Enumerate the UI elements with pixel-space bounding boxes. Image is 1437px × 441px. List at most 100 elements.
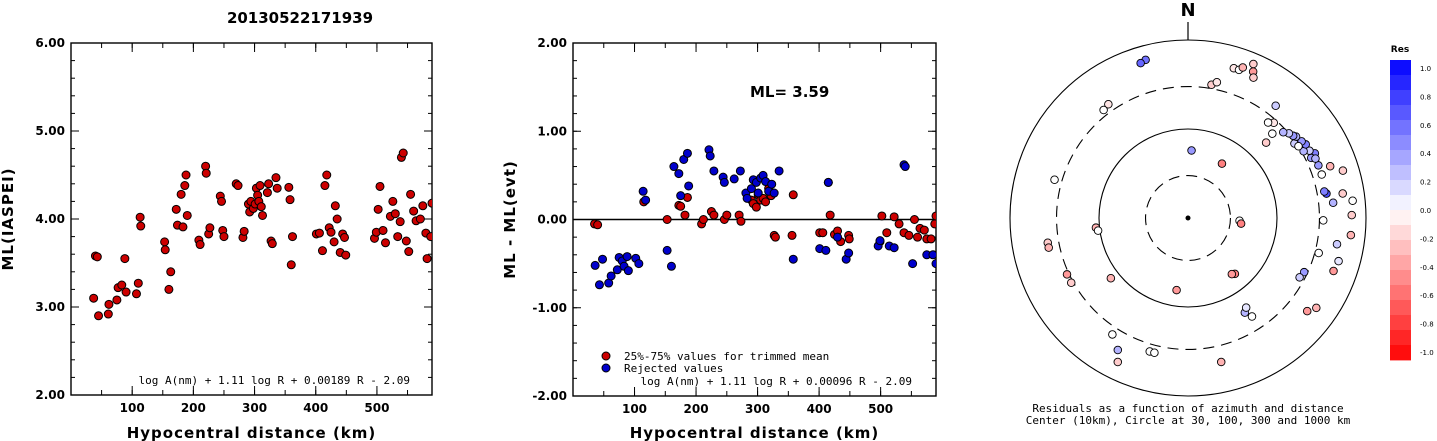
colorbar-swatch	[1390, 75, 1411, 91]
kept-point	[262, 188, 272, 198]
station-residual-point	[1294, 142, 1303, 151]
kept-point	[164, 284, 174, 294]
kept-point	[264, 179, 274, 189]
kept-point	[176, 189, 186, 199]
station-residual-point	[1227, 269, 1237, 279]
station-residual-point	[1268, 129, 1277, 138]
kept-point	[390, 209, 400, 219]
station-residual-point	[1328, 198, 1338, 207]
colorbar-swatch	[1390, 90, 1411, 106]
colorbar-tick-label: 0.0	[1420, 207, 1431, 215]
kept-point	[287, 232, 297, 242]
polar-caption-line1: Residuals as a function of azimuth and d…	[1032, 402, 1343, 415]
kept-point	[284, 182, 294, 192]
colorbar-tick-label: 0.6	[1420, 122, 1432, 130]
colorbar-tick-label: 1.0	[1420, 65, 1431, 73]
kept-point	[239, 226, 249, 236]
kept-point	[89, 293, 99, 303]
station-residual-point	[1099, 105, 1108, 115]
colorbar-swatch	[1390, 225, 1411, 241]
kept-point	[320, 181, 330, 191]
colorbar-swatch	[1390, 255, 1411, 271]
y-axis-label: ML(IASPEI)	[0, 167, 17, 270]
station-residual-point	[1136, 58, 1145, 68]
kept-point	[272, 183, 282, 193]
rejected-point	[641, 195, 651, 205]
kept-point	[195, 240, 205, 250]
rejected-point	[746, 184, 756, 194]
kept-point	[422, 254, 432, 264]
station-residual-point	[1334, 256, 1343, 266]
y-tick-label: 4.00	[35, 212, 65, 226]
kept-point	[593, 220, 603, 230]
rejected-point	[821, 245, 831, 255]
station-residual-point	[1348, 196, 1357, 205]
station-residual-point	[1312, 303, 1321, 313]
station-residual-point	[1317, 170, 1326, 179]
x-tick-label: 500	[868, 402, 893, 416]
kept-point	[329, 237, 339, 247]
rejected-point	[875, 236, 885, 246]
rejected-point	[669, 162, 679, 172]
kept-point	[736, 216, 746, 226]
legend-rejected-label: Rejected values	[624, 362, 723, 375]
x-tick-label: 100	[120, 401, 145, 415]
kept-point	[94, 311, 104, 321]
station-residual-point	[1062, 270, 1072, 279]
x-tick-label: 200	[684, 402, 709, 416]
station-residual-point	[1108, 330, 1117, 339]
colorbar-swatch	[1390, 195, 1411, 211]
station-residual-point	[1249, 73, 1258, 82]
kept-point	[894, 219, 904, 229]
kept-point	[844, 234, 854, 244]
kept-point	[818, 228, 828, 238]
rejected-point	[931, 259, 936, 269]
rejected-point	[676, 191, 686, 201]
formula-text: log A(nm) + 1.11 log R + 0.00189 R - 2.0…	[138, 374, 410, 387]
kept-point	[181, 170, 191, 180]
kept-point	[882, 228, 892, 238]
kept-point	[913, 232, 923, 242]
ml-annotation: ML= 3.59	[750, 83, 829, 101]
station-residual-point	[1278, 127, 1288, 137]
north-label: N	[1180, 0, 1195, 21]
station-residual-point	[1320, 187, 1329, 196]
station-residual-point	[1338, 166, 1348, 175]
distance-ring-300km	[1055, 85, 1321, 351]
legend-kept-label: 25%-75% values for trimmed mean	[624, 350, 829, 363]
polar-caption-line2: Center (10km), Circle at 30, 100, 300 an…	[1026, 414, 1351, 427]
data-points	[590, 145, 936, 290]
colorbar-tick-label: -0.6	[1420, 292, 1434, 300]
station-residual-point	[1238, 63, 1248, 72]
rejected-point	[767, 179, 777, 189]
y-tick-label: 5.00	[35, 124, 65, 138]
formula-text: log A(nm) + 1.11 log R + 0.00096 R - 2.0…	[640, 375, 912, 388]
kept-point	[166, 267, 176, 277]
kept-point	[178, 222, 188, 232]
kept-point	[877, 211, 887, 221]
kept-point	[285, 195, 295, 205]
y-axis-label: ML - ML(evt)	[501, 160, 519, 278]
colorbar-title: Res	[1391, 45, 1409, 55]
rejected-point	[844, 248, 854, 258]
colorbar-swatch	[1390, 105, 1411, 121]
rejected-point	[823, 177, 833, 187]
rejected-point	[908, 259, 918, 269]
distance-ring-1000km	[1009, 39, 1367, 397]
colorbar-tick-label: -0.2	[1420, 235, 1434, 243]
kept-point	[171, 204, 181, 214]
colorbar-swatch	[1390, 165, 1411, 181]
colorbar-tick-label: -0.8	[1420, 321, 1434, 329]
distance-ring-100km	[1098, 128, 1278, 308]
kept-point	[662, 215, 672, 224]
kept-point	[120, 254, 130, 264]
kept-point	[680, 210, 690, 220]
kept-point	[160, 237, 170, 247]
rejected-point	[709, 166, 719, 176]
kept-point	[317, 246, 327, 256]
y-tick-label: 1.00	[537, 124, 567, 138]
station-residual-point	[1113, 345, 1123, 355]
rejected-point	[634, 259, 644, 269]
colorbar-swatch	[1390, 345, 1411, 361]
y-tick-label: -2.00	[532, 389, 567, 403]
